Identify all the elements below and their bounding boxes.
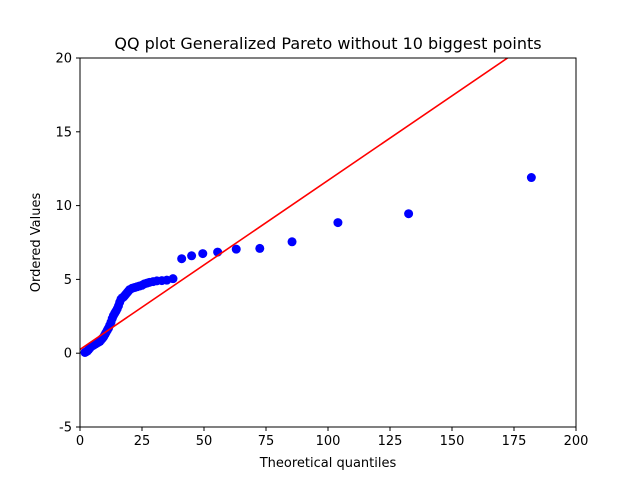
x-tick-label: 75 xyxy=(258,434,275,449)
data-point xyxy=(404,209,414,219)
x-tick-label: 50 xyxy=(196,434,213,449)
data-point xyxy=(287,237,297,247)
y-tick-label: 15 xyxy=(55,125,72,140)
axis-ticks: 0 25 50 75 100 125 150 175 200 -5 0 5 10 15 20 xyxy=(55,52,588,450)
data-point xyxy=(187,251,197,261)
x-tick-label: 0 xyxy=(76,434,84,449)
y-tick-label: 20 xyxy=(55,52,72,67)
y-axis-label: Ordered Values xyxy=(29,193,44,293)
plot-area xyxy=(80,58,536,357)
data-point xyxy=(198,249,208,259)
x-tick-label: 175 xyxy=(502,434,527,449)
y-tick-label: 5 xyxy=(64,273,72,288)
data-point xyxy=(168,274,178,284)
y-tick-label: -5 xyxy=(59,421,72,436)
x-tick-label: 100 xyxy=(316,434,341,449)
chart-title: QQ plot Generalized Pareto without 10 bi… xyxy=(114,34,541,53)
y-tick-label: 0 xyxy=(64,347,72,362)
fit-line xyxy=(80,58,509,351)
data-point xyxy=(177,254,187,264)
x-tick-label: 150 xyxy=(440,434,465,449)
data-point xyxy=(231,244,241,254)
x-tick-label: 125 xyxy=(378,434,403,449)
x-tick-label: 200 xyxy=(564,434,589,449)
x-tick-label: 25 xyxy=(134,434,151,449)
data-point xyxy=(255,243,265,253)
x-axis-label: Theoretical quantiles xyxy=(259,456,397,471)
y-tick-label: 10 xyxy=(55,199,72,214)
data-point xyxy=(526,173,536,183)
data-point xyxy=(333,218,343,228)
